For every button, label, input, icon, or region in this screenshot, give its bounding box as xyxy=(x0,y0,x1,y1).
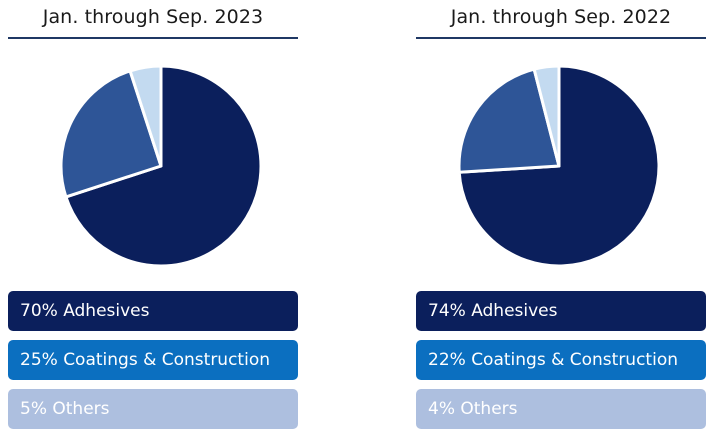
legend-item-others: 5% Others xyxy=(8,389,298,429)
pie-slice-others xyxy=(532,64,561,168)
pie-chart xyxy=(59,64,263,268)
legend-item-others: 4% Others xyxy=(416,389,706,429)
pie-slice-others xyxy=(128,64,163,168)
legend-item-adhesives: 70% Adhesives xyxy=(8,291,298,331)
pie-slice-coatings-construction xyxy=(457,67,561,174)
chart-title: Jan. through Sep. 2023 xyxy=(42,6,264,28)
chart-title: Jan. through Sep. 2022 xyxy=(450,6,672,28)
title-underline xyxy=(416,37,706,39)
pie-slice-adhesives xyxy=(64,64,263,268)
legend-item-coatings-construction: 25% Coatings & Construction xyxy=(8,340,298,380)
legend-item-adhesives: 74% Adhesives xyxy=(416,291,706,331)
pie-chart xyxy=(457,64,661,268)
title-underline xyxy=(8,37,298,39)
pie-slice-coatings-construction xyxy=(59,69,163,199)
chart-panel-2022: Jan. through Sep. 2022 74% Adhesives 22%… xyxy=(416,0,716,439)
chart-panel-2023: Jan. through Sep. 2023 70% Adhesives 25%… xyxy=(8,0,308,439)
legend-item-coatings-construction: 22% Coatings & Construction xyxy=(416,340,706,380)
